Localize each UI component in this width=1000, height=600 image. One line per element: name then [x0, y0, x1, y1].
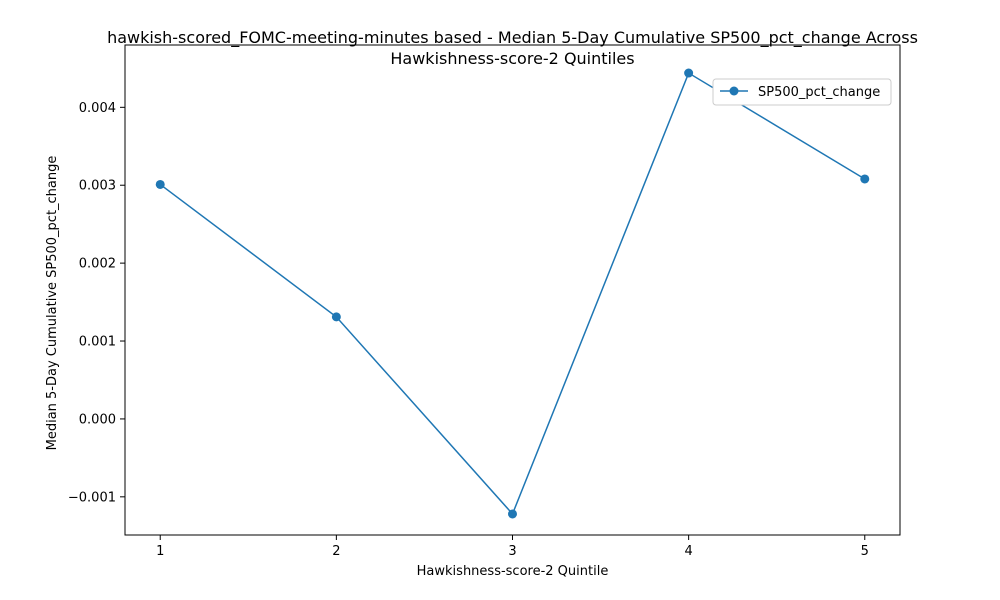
y-tick-label: 0.001 [79, 335, 116, 350]
y-tick-label: 0.000 [79, 412, 116, 427]
y-tick-label: 0.002 [79, 257, 116, 272]
chart-title-line-2: Hawkishness-score-2 Quintiles [390, 49, 634, 68]
legend-label: SP500_pct_change [758, 85, 880, 100]
y-tick-label: 0.004 [79, 101, 116, 116]
series-line [159, 71, 866, 516]
data-point [508, 509, 517, 519]
plot-area: 1 2 3 4 5 −0.001 0.000 0.001 0.002 0.003 0.004 [68, 44, 901, 559]
y-axis-label: Median 5-Day Cumulative SP500_pct_change [45, 156, 60, 451]
axes-frame [124, 44, 901, 536]
data-point [331, 312, 341, 322]
x-tick-label: 1 [156, 544, 164, 559]
x-axis-label: Hawkishness-score-2 Quintile [417, 564, 609, 579]
data-point [684, 68, 694, 78]
y-tick-label: −0.001 [68, 490, 116, 505]
x-tick-label: 2 [332, 544, 340, 559]
y-tick-label: 0.003 [79, 179, 116, 194]
legend: SP500_pct_change [712, 78, 892, 106]
legend-marker-sample [729, 86, 739, 96]
legend-box [712, 78, 892, 106]
x-tick-label: 5 [861, 544, 869, 559]
x-tick-label: 4 [684, 544, 692, 559]
x-tick-label: 3 [508, 544, 516, 559]
chart-title-line-1: hawkish-scored_FOMC-meeting-minutes base… [107, 28, 918, 48]
data-point [860, 174, 870, 184]
data-point [155, 179, 165, 189]
